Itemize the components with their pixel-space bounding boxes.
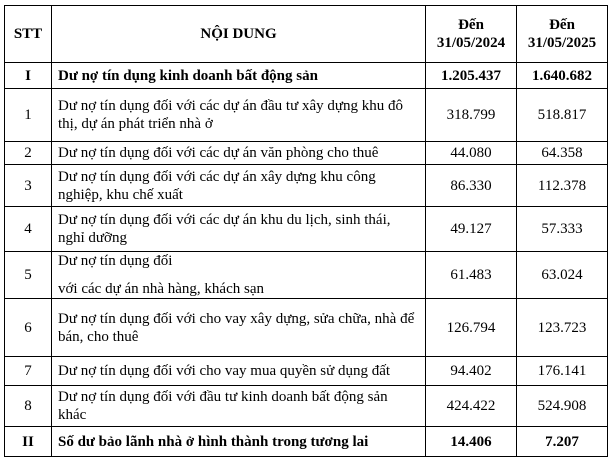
row-stt: 5: [4, 251, 52, 299]
row-2024: 14.406: [425, 426, 517, 457]
table-row: II Số dư bảo lãnh nhà ở hình thành trong…: [4, 426, 608, 457]
row-2025: 57.333: [516, 206, 608, 252]
row-2024: 49.127: [425, 206, 517, 252]
row-content: Dư nợ tín dụng đối với các dự án nhà hàng…: [51, 251, 426, 299]
row-2025: 7.207: [516, 426, 608, 457]
row-stt: 7: [4, 356, 52, 386]
header-stt: STT: [4, 5, 52, 63]
table-row: 1 Dư nợ tín dụng đối với các dự án đầu t…: [4, 88, 608, 142]
header-content: NỘI DUNG: [51, 5, 426, 63]
row-2025: 524.908: [516, 385, 608, 427]
header-2024-l1: Đến: [458, 17, 484, 33]
row-content: Dư nợ tín dụng đối với các dự án khu du …: [51, 206, 426, 252]
row-2024: 94.402: [425, 356, 517, 386]
row-2025: 112.378: [516, 164, 608, 207]
table-row: 6 Dư nợ tín dụng đối với cho vay xây dựn…: [4, 298, 608, 357]
credit-table: STT NỘI DUNG Đến 31/05/2024 Đến 31/05/2025…: [4, 5, 608, 457]
row-2024: 44.080: [425, 141, 517, 165]
row-content: Dư nợ tín dụng đối với các dự án xây dựn…: [51, 164, 426, 207]
header-2025: Đến 31/05/2025: [516, 5, 608, 63]
table-row: 8 Dư nợ tín dụng đối với đầu tư kinh doa…: [4, 385, 608, 427]
row-content: Dư nợ tín dụng kinh doanh bất động sản: [51, 62, 426, 89]
row-content: Dư nợ tín dụng đối với cho vay mua quyền…: [51, 356, 426, 386]
row-2025: 63.024: [516, 251, 608, 299]
table-row: 3 Dư nợ tín dụng đối với các dự án xây d…: [4, 164, 608, 207]
table-row: 4 Dư nợ tín dụng đối với các dự án khu d…: [4, 206, 608, 252]
row-2024: 1.205.437: [425, 62, 517, 89]
row-2025: 518.817: [516, 88, 608, 142]
row-stt: 3: [4, 164, 52, 207]
row-stt: 2: [4, 141, 52, 165]
header-2025-l2: 31/05/2025: [527, 35, 597, 51]
row-2025: 176.141: [516, 356, 608, 386]
header-2024-l2: 31/05/2024: [436, 35, 506, 51]
header-2025-l1: Đến: [549, 17, 575, 33]
row-content: Dư nợ tín dụng đối với các dự án văn phò…: [51, 141, 426, 165]
row-content-line1: Dư nợ tín dụng đối: [58, 253, 173, 269]
row-content: Dư nợ tín dụng đối với cho vay xây dựng,…: [51, 298, 426, 357]
row-content: Dư nợ tín dụng đối với đầu tư kinh doanh…: [51, 385, 426, 427]
row-2025: 1.640.682: [516, 62, 608, 89]
row-content-line2: với các dự án nhà hàng, khách sạn: [58, 281, 264, 297]
row-stt: 8: [4, 385, 52, 427]
row-content: Dư nợ tín dụng đối với các dự án đầu tư …: [51, 88, 426, 142]
header-row: STT NỘI DUNG Đến 31/05/2024 Đến 31/05/2025: [4, 5, 608, 63]
table-row: I Dư nợ tín dụng kinh doanh bất động sản…: [4, 62, 608, 89]
row-2024: 424.422: [425, 385, 517, 427]
row-stt: I: [4, 62, 52, 89]
row-2024: 318.799: [425, 88, 517, 142]
table-row: 5 Dư nợ tín dụng đối với các dự án nhà hà…: [4, 251, 608, 299]
row-stt: 1: [4, 88, 52, 142]
row-2024: 126.794: [425, 298, 517, 357]
row-content: Số dư bảo lãnh nhà ở hình thành trong tư…: [51, 426, 426, 457]
table-row: 2 Dư nợ tín dụng đối với các dự án văn p…: [4, 141, 608, 165]
row-2024: 61.483: [425, 251, 517, 299]
row-stt: 4: [4, 206, 52, 252]
row-2025: 64.358: [516, 141, 608, 165]
row-2024: 86.330: [425, 164, 517, 207]
row-2025: 123.723: [516, 298, 608, 357]
row-stt: II: [4, 426, 52, 457]
header-2024: Đến 31/05/2024: [425, 5, 517, 63]
row-stt: 6: [4, 298, 52, 357]
table-row: 7 Dư nợ tín dụng đối với cho vay mua quy…: [4, 356, 608, 386]
